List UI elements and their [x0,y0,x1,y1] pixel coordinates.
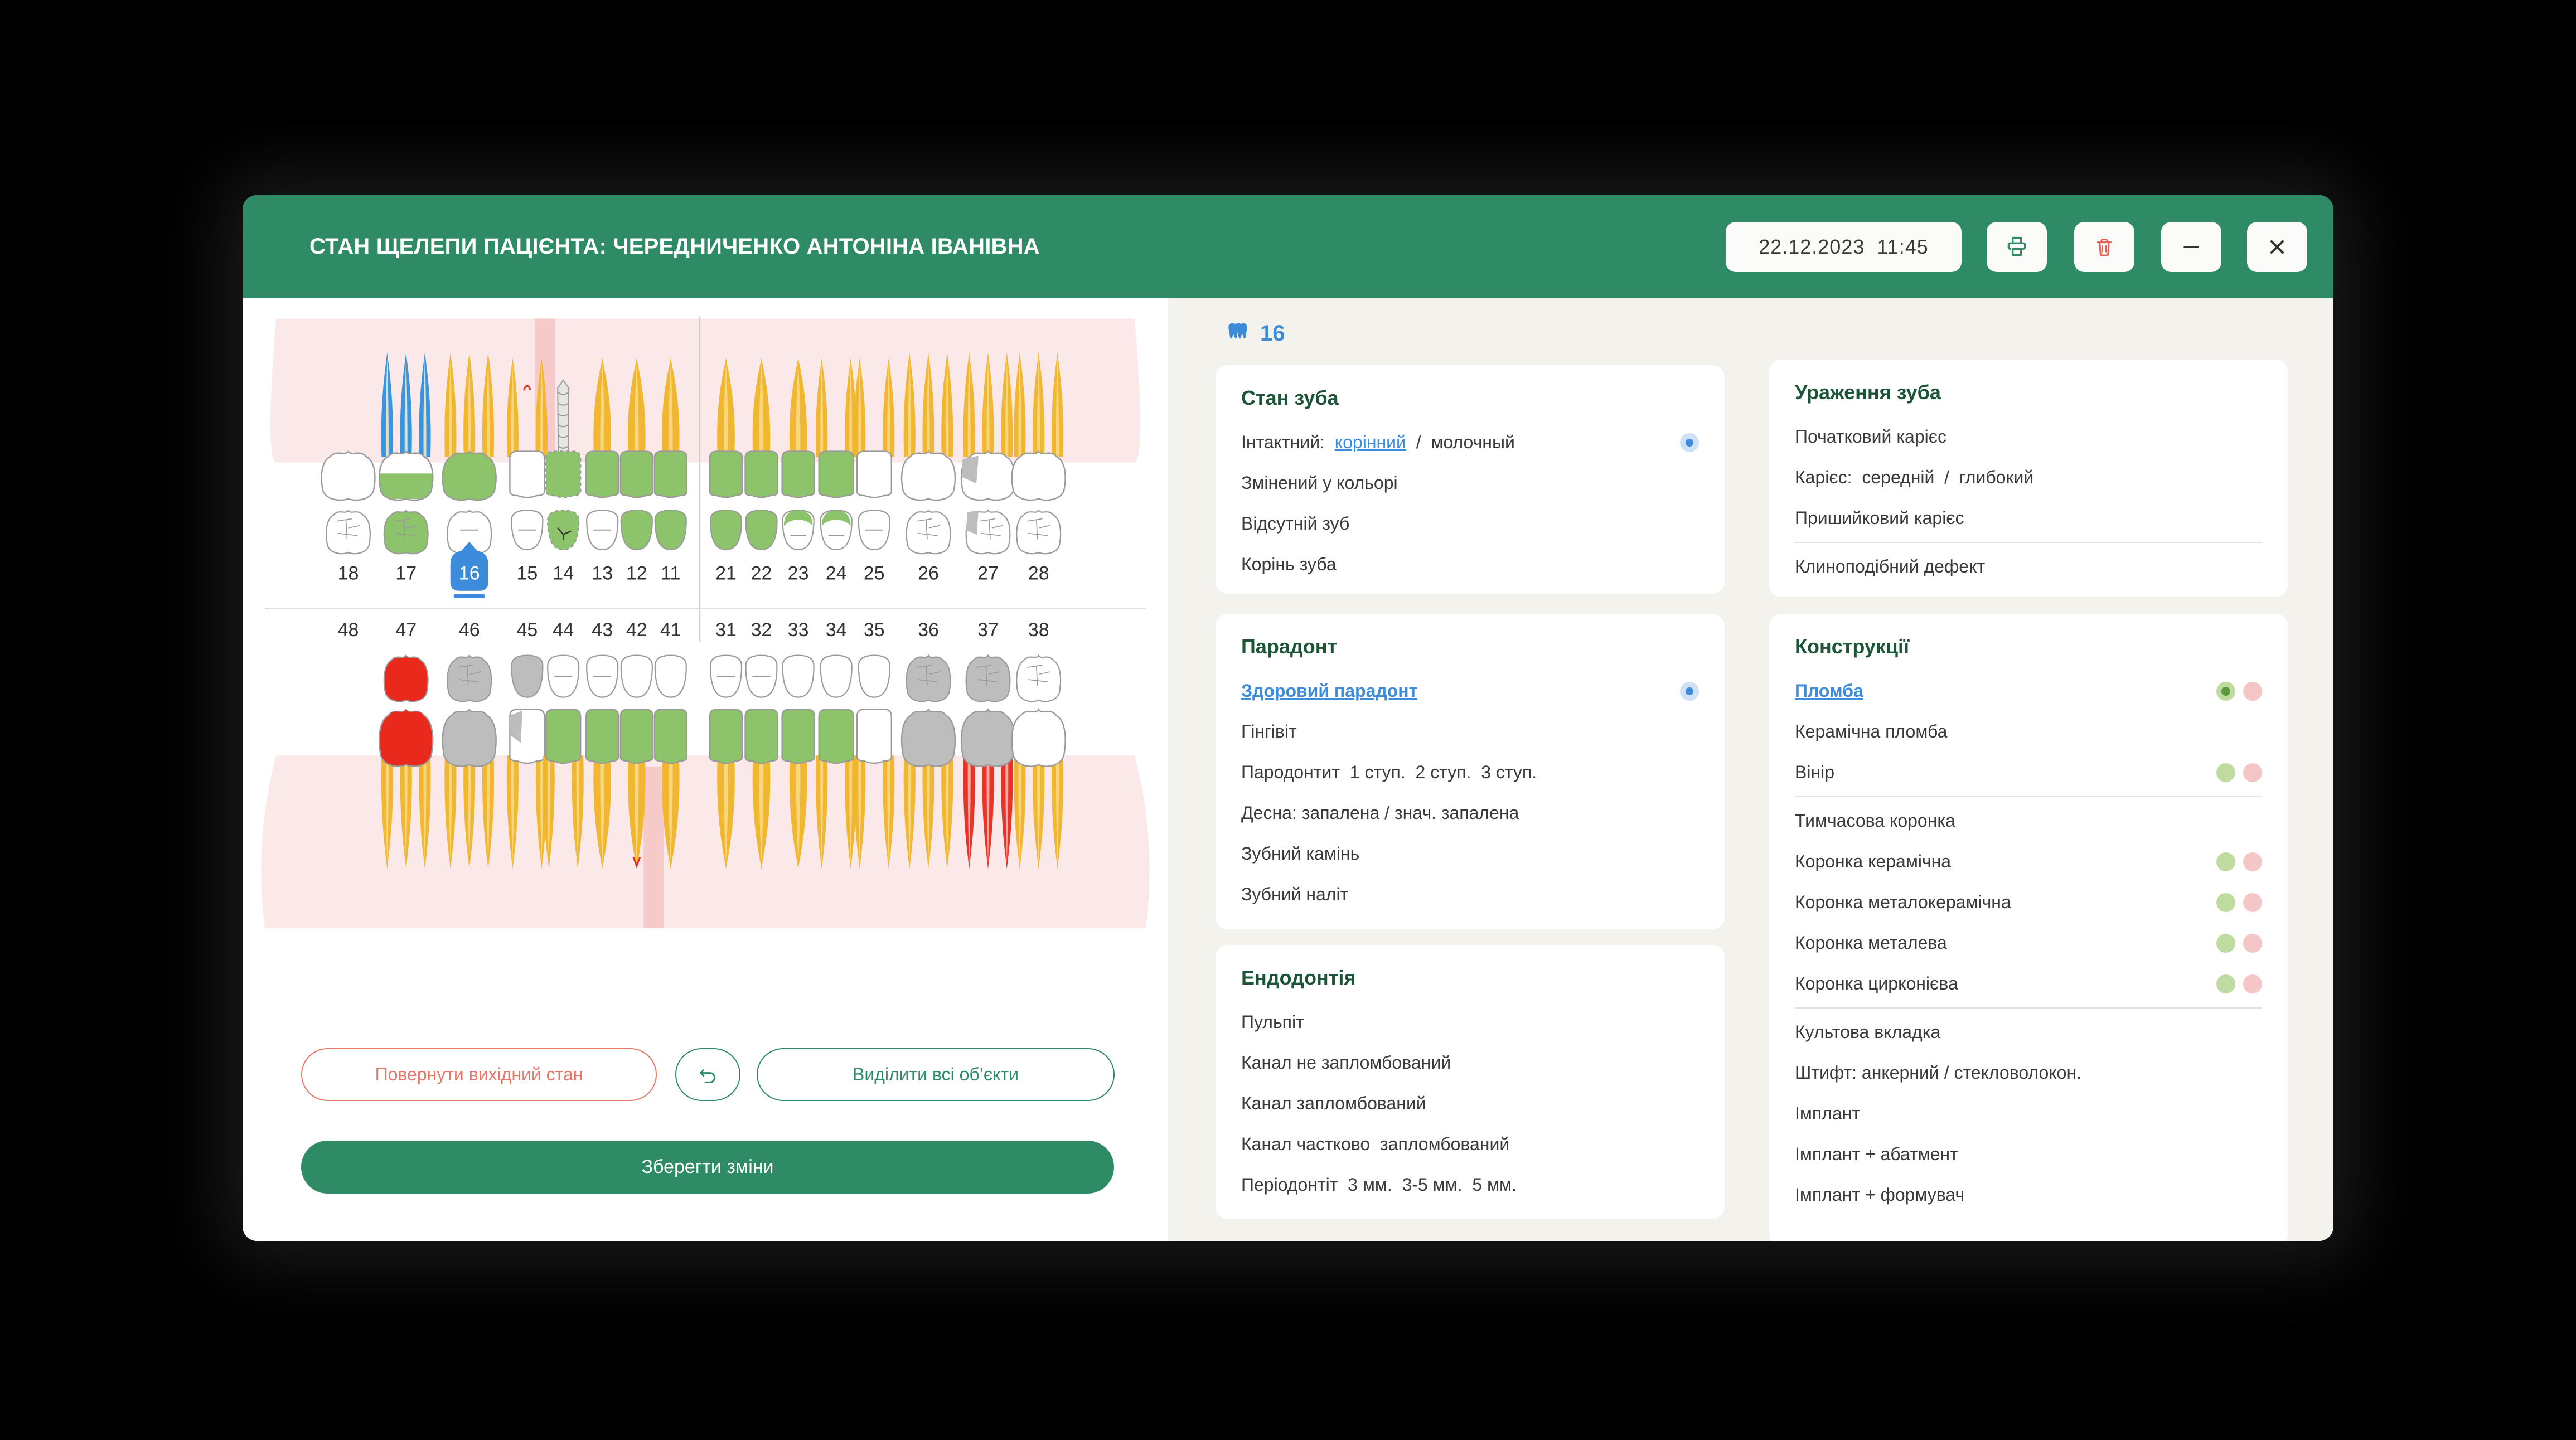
svg-text:37: 37 [977,619,999,641]
svg-text:23: 23 [788,563,809,584]
svg-text:14: 14 [553,563,574,584]
svg-text:45: 45 [516,619,538,641]
svg-text:28: 28 [1028,563,1049,584]
svg-text:15: 15 [516,563,538,584]
svg-text:12: 12 [626,563,647,584]
svg-text:32: 32 [751,619,772,641]
svg-text:24: 24 [826,563,847,584]
svg-text:36: 36 [918,619,939,641]
svg-text:21: 21 [715,563,737,584]
svg-text:27: 27 [977,563,999,584]
svg-text:35: 35 [864,619,885,641]
svg-text:38: 38 [1028,619,1049,641]
svg-text:13: 13 [592,563,613,584]
svg-text:47: 47 [395,619,417,641]
svg-text:44: 44 [553,619,574,641]
svg-text:31: 31 [715,619,737,641]
svg-text:16: 16 [459,563,480,584]
svg-text:18: 18 [338,563,359,584]
svg-text:17: 17 [395,563,417,584]
svg-text:46: 46 [459,619,480,641]
svg-text:33: 33 [788,619,809,641]
svg-text:34: 34 [826,619,847,641]
svg-text:22: 22 [751,563,772,584]
svg-text:11: 11 [661,563,680,584]
svg-text:43: 43 [592,619,613,641]
svg-text:42: 42 [626,619,647,641]
svg-text:25: 25 [864,563,885,584]
svg-text:26: 26 [918,563,939,584]
svg-text:41: 41 [660,619,681,641]
svg-text:48: 48 [338,619,359,641]
